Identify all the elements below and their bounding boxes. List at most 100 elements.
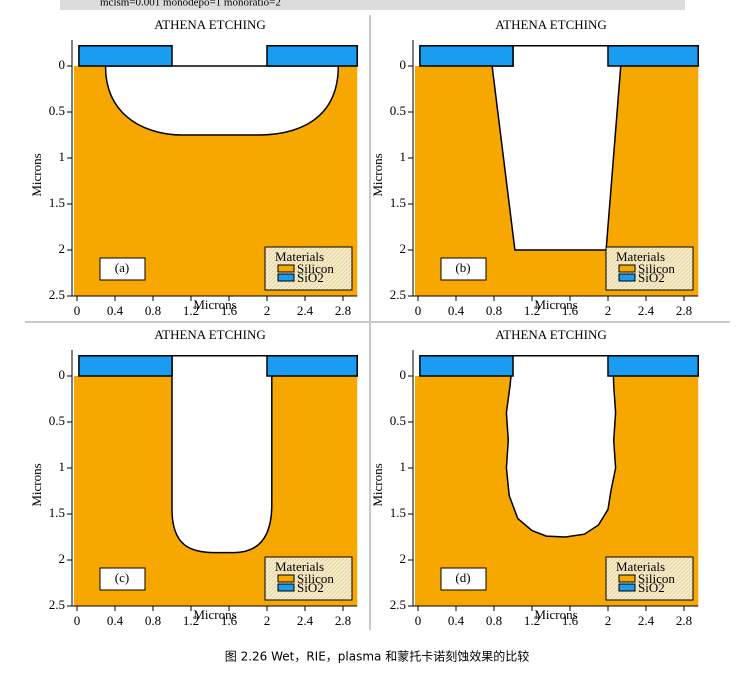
x-tick-label: 0 — [74, 303, 81, 318]
y-tick-label: 1.5 — [390, 505, 406, 520]
legend-swatch — [618, 273, 636, 282]
y-tick-label: 2.5 — [390, 287, 406, 302]
x-axis-label: Microns — [193, 607, 236, 622]
y-tick-label: 1 — [59, 149, 66, 164]
legend-item: Silicon — [297, 571, 334, 586]
y-tick-label: 2 — [400, 551, 407, 566]
panel-label: (d) — [455, 570, 470, 585]
y-tick-label: 0 — [59, 367, 66, 382]
legend-item: SiO2 — [297, 270, 324, 285]
y-tick-label: 0.5 — [49, 413, 65, 428]
x-tick-label: 0 — [415, 613, 422, 628]
y-tick-label: 2 — [59, 551, 66, 566]
header-bar — [60, 0, 685, 10]
oxide — [78, 355, 173, 377]
y-tick-label: 1 — [400, 149, 407, 164]
x-tick-label: 1.6 — [562, 613, 579, 628]
y-tick-label: 0.5 — [49, 103, 65, 118]
y-tick-label: 2 — [59, 241, 66, 256]
panel: ATHENA ETCHING 0 0.5 1 1.5 2 2.5 0 0.4 0.8 1.2 1.6 2… — [370, 327, 699, 628]
panel-title: ATHENA ETCHING — [495, 327, 607, 342]
x-tick-label: 2 — [605, 303, 612, 318]
x-tick-label: 1.2 — [183, 613, 199, 628]
x-tick-label: 0.8 — [145, 303, 161, 318]
oxide — [266, 45, 358, 67]
x-tick-label: 2 — [264, 303, 271, 318]
x-tick-label: 1.2 — [524, 613, 540, 628]
panel: ATHENA ETCHING 0 0.5 1 1.5 2 2.5 0 0.4 0.8 1.2 1.6 2… — [29, 327, 358, 628]
y-tick-label: 2.5 — [49, 287, 65, 302]
x-tick-label: 2 — [264, 613, 271, 628]
y-tick-label: 0.5 — [390, 413, 406, 428]
x-tick-label: 2.8 — [676, 613, 692, 628]
x-tick-label: 0.8 — [486, 613, 502, 628]
legend-item: SiO2 — [638, 270, 665, 285]
panel-title: ATHENA ETCHING — [154, 327, 266, 342]
x-tick-label: 2 — [605, 613, 612, 628]
x-tick-label: 2.8 — [676, 303, 692, 318]
legend-swatch — [618, 574, 636, 583]
header-text: mclsm=0.001 monodepo=1 monoratio=2 — [100, 0, 281, 9]
x-tick-label: 1.6 — [221, 303, 238, 318]
y-tick-label: 1 — [59, 459, 66, 474]
panel-label: (a) — [115, 260, 129, 275]
y-tick-label: 1.5 — [49, 195, 65, 210]
legend-title: Materials — [275, 249, 324, 264]
panel-label: (c) — [115, 570, 129, 585]
x-tick-label: 1.2 — [183, 303, 199, 318]
legend-item: SiO2 — [297, 580, 324, 595]
legend-item: Silicon — [297, 261, 334, 276]
panel-title: ATHENA ETCHING — [154, 17, 266, 32]
y-axis-label: Microns — [29, 463, 44, 506]
x-axis-label: Microns — [534, 607, 577, 622]
trench — [491, 45, 624, 251]
legend-swatch — [277, 583, 295, 592]
legend-item: Silicon — [638, 261, 675, 276]
caption: 图 2.26 Wet，RIE，plasma 和蒙托卡诺刻蚀效果的比较 — [225, 649, 529, 664]
x-tick-label: 2.8 — [335, 613, 351, 628]
x-tick-label: 2.4 — [297, 303, 314, 318]
legend-swatch — [277, 574, 295, 583]
x-tick-label: 0.8 — [486, 303, 502, 318]
y-tick-label: 0.5 — [390, 103, 406, 118]
panel-label-box — [99, 257, 146, 281]
y-axis-label: Microns — [29, 153, 44, 196]
y-axis-label: Microns — [370, 153, 385, 196]
oxide — [607, 45, 699, 67]
x-tick-label: 0 — [415, 303, 422, 318]
y-tick-label: 1 — [400, 459, 407, 474]
x-tick-label: 0 — [74, 613, 81, 628]
x-tick-label: 0.4 — [448, 613, 465, 628]
x-tick-label: 1.6 — [221, 613, 238, 628]
x-axis-label: Microns — [193, 297, 236, 312]
legend-title: Materials — [616, 249, 665, 264]
oxide — [607, 355, 699, 377]
y-axis-label: Microns — [370, 463, 385, 506]
y-tick-label: 0 — [400, 57, 407, 72]
x-axis-label: Microns — [534, 297, 577, 312]
legend-swatch — [618, 583, 636, 592]
oxide — [266, 355, 358, 377]
legend-item: Silicon — [638, 571, 675, 586]
panel: ATHENA ETCHING 0 0.5 1 1.5 2 2.5 0 0.4 0.8 1.2 1.6 2… — [370, 17, 699, 318]
panel-label-box — [99, 567, 146, 591]
panel-label: (b) — [455, 260, 470, 275]
y-tick-label: 2.5 — [49, 597, 65, 612]
x-tick-label: 0.4 — [448, 303, 465, 318]
panel: ATHENA ETCHING 0 0.5 1 1.5 2 2.5 0 0.4 0.8 1.2 1.6 2… — [29, 17, 358, 318]
y-tick-label: 1.5 — [49, 505, 65, 520]
x-tick-label: 0.4 — [107, 613, 124, 628]
y-tick-label: 0 — [59, 57, 66, 72]
legend-item: SiO2 — [638, 580, 665, 595]
legend-swatch — [277, 264, 295, 273]
trench — [505, 355, 617, 538]
y-tick-label: 2.5 — [390, 597, 406, 612]
oxide — [78, 45, 173, 67]
x-tick-label: 1.6 — [562, 303, 579, 318]
legend-swatch — [618, 264, 636, 273]
x-tick-label: 2.4 — [638, 613, 655, 628]
y-tick-label: 2 — [400, 241, 407, 256]
oxide — [419, 355, 514, 377]
